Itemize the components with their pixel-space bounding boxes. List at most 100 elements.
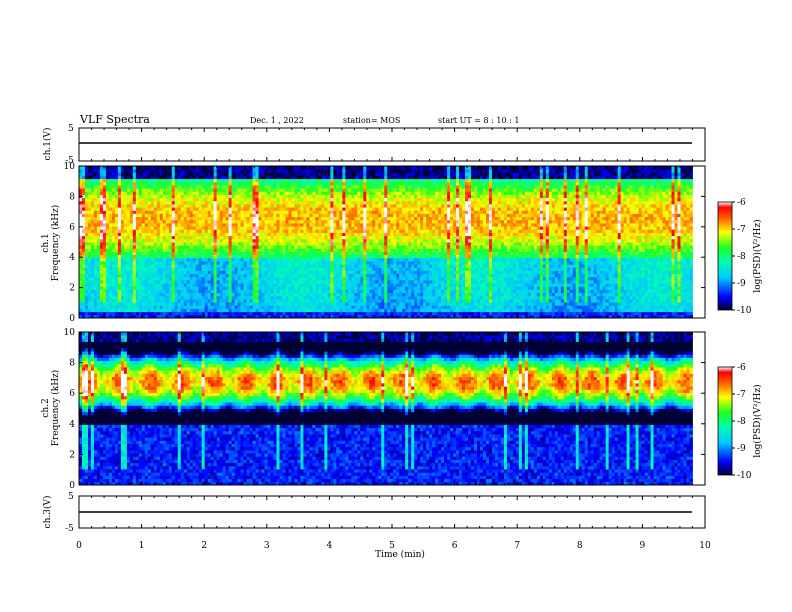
spectrogram-cell	[159, 200, 164, 205]
spectrogram-cell	[345, 314, 349, 319]
spectrogram-cell	[84, 299, 89, 303]
spectrogram-cell	[90, 232, 95, 237]
spectrogram-cell	[183, 181, 188, 186]
spectrogram-cell	[288, 213, 292, 218]
spectrogram-cell	[381, 248, 385, 252]
spectrogram-cell	[270, 280, 274, 284]
spectrogram-cell	[255, 245, 259, 249]
spectrogram-cell	[84, 270, 89, 275]
spectrogram-cell	[237, 185, 241, 189]
spectrogram-cell	[186, 283, 191, 287]
spectrogram-cell	[321, 235, 325, 240]
spectrogram-cell	[342, 207, 346, 211]
spectrogram-cell	[327, 305, 331, 309]
spectrogram-cell	[201, 204, 206, 208]
spectrogram-cell	[120, 283, 125, 287]
spectrogram-cell	[258, 251, 262, 256]
spectrogram-cell	[321, 175, 325, 180]
spectrogram-cell	[270, 181, 274, 186]
spectrogram-cell	[237, 267, 241, 271]
spectrogram-cell	[231, 172, 236, 176]
spectrogram-cell	[315, 197, 319, 202]
spectrogram-cell	[180, 273, 185, 278]
spectrogram-cell	[144, 264, 149, 268]
spectrogram-cell	[111, 276, 116, 281]
spectrogram-cell	[312, 292, 316, 297]
spectrogram-cell	[168, 273, 173, 278]
spectrogram-cell	[189, 308, 194, 313]
spectrogram-cell	[84, 264, 89, 268]
spectrogram-cell	[159, 251, 164, 256]
spectrogram-cell	[294, 292, 298, 297]
spectrogram-cell	[195, 295, 200, 300]
spectrogram-cell	[348, 223, 352, 227]
spectrogram-cell	[291, 185, 295, 189]
spectrogram-cell	[252, 238, 256, 243]
spectrogram-cell	[183, 314, 188, 319]
spectrogram-cell	[384, 251, 388, 256]
ch1-spectrogram-cells	[79, 166, 693, 319]
spectrogram-cell	[90, 295, 95, 300]
spectrogram-cell	[363, 299, 367, 303]
spectrogram-cell	[243, 235, 247, 240]
spectrogram-cell	[258, 181, 262, 186]
spectrogram-cell	[192, 292, 197, 297]
spectrogram-cell	[186, 185, 191, 189]
spectrogram-cell	[120, 264, 125, 268]
spectrogram-cell	[321, 232, 325, 237]
spectrogram-cell	[189, 181, 194, 186]
spectrogram-cell	[174, 267, 179, 271]
spectrogram-cell	[303, 223, 307, 227]
spectrogram-cell	[126, 238, 131, 243]
spectrogram-cell	[318, 194, 322, 199]
spectrogram-cell	[216, 197, 221, 202]
spectrogram-cell	[192, 311, 197, 316]
spectrogram-cell	[79, 207, 83, 211]
spectrogram-cell	[150, 223, 155, 227]
spectrogram-cell	[252, 181, 256, 186]
spectrogram-cell	[240, 188, 244, 192]
spectrogram-cell	[375, 204, 379, 208]
spectrogram-cell	[204, 229, 209, 233]
spectrogram-cell	[192, 223, 197, 227]
spectrogram-cell	[195, 232, 200, 237]
spectrogram-cell	[159, 308, 164, 313]
spectrogram-cell	[252, 242, 256, 246]
spectrogram-cell	[84, 216, 89, 221]
spectrogram-cell	[219, 292, 224, 297]
spectrogram-cell	[333, 299, 337, 303]
spectrogram-cell	[81, 267, 86, 271]
spectrogram-cell	[327, 235, 331, 240]
spectrogram-cell	[324, 200, 328, 205]
spectrogram-cell	[273, 286, 277, 290]
spectrogram-cell	[150, 188, 155, 192]
spectrogram-cell	[339, 276, 343, 281]
spectrogram-cell	[354, 166, 358, 170]
spectrogram-cell	[204, 314, 209, 319]
spectrogram-cell	[303, 276, 307, 281]
spectrogram-cell	[309, 264, 313, 268]
spectrogram-cell	[156, 273, 161, 278]
spectrogram-cell	[249, 175, 253, 180]
spectrogram-cell	[366, 264, 370, 268]
spectrogram-cell	[219, 235, 224, 240]
spectrogram-cell	[225, 207, 230, 211]
spectrogram-cell	[84, 311, 89, 316]
spectrogram-cell	[120, 248, 125, 252]
spectrogram-cell	[321, 283, 325, 287]
spectrogram-cell	[165, 311, 170, 316]
spectrogram-cell	[222, 219, 227, 224]
spectrogram-cell	[216, 216, 221, 221]
spectrogram-cell	[357, 166, 361, 170]
spectrogram-cell	[228, 283, 233, 287]
spectrogram-cell	[348, 251, 352, 256]
spectrogram-cell	[345, 289, 349, 294]
spectrogram-cell	[288, 207, 292, 211]
spectrogram-cell	[360, 302, 364, 306]
spectrogram-cell	[231, 166, 236, 170]
spectrogram-cell	[342, 264, 346, 268]
spectrogram-cell	[333, 191, 337, 195]
spectrogram-cell	[174, 175, 179, 180]
spectrogram-cell	[237, 235, 241, 240]
spectrogram-cell	[228, 295, 233, 300]
